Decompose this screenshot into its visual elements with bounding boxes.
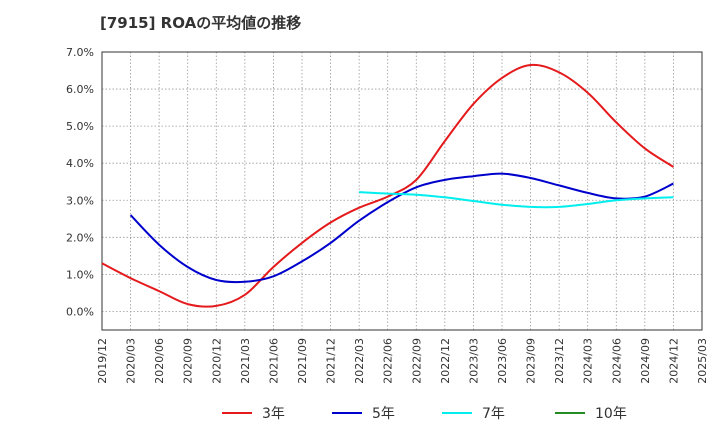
- series-line-0: [101, 63, 674, 308]
- legend-label-1: 5年: [372, 406, 395, 422]
- y-tick-label: 0.0%: [66, 305, 94, 318]
- x-tick-label: 2019/12: [96, 338, 109, 384]
- series-line-2: [359, 191, 674, 209]
- y-tick-label: 3.0%: [66, 194, 94, 207]
- x-tick-label: 2024/06: [610, 338, 623, 384]
- legend-label-0: 3年: [262, 406, 285, 422]
- x-tick-label: 2020/03: [125, 338, 138, 384]
- x-tick-label: 2021/09: [296, 338, 309, 384]
- y-tick-label: 1.0%: [66, 268, 94, 281]
- x-tick-label: 2021/06: [267, 338, 280, 384]
- y-tick-label: 7.0%: [66, 46, 94, 59]
- x-tick-label: 2021/12: [325, 338, 338, 384]
- y-tick-label: 4.0%: [66, 157, 94, 170]
- x-tick-label: 2022/12: [439, 338, 452, 384]
- y-tick-label: 6.0%: [66, 83, 94, 96]
- x-tick-label: 2022/06: [382, 338, 395, 384]
- x-tick-label: 2022/09: [410, 338, 423, 384]
- plot-border: [101, 51, 703, 331]
- y-tick-label: 5.0%: [66, 120, 94, 133]
- x-tick-label: 2022/03: [353, 338, 366, 384]
- x-tick-label: 2024/12: [667, 338, 680, 384]
- x-tick-label: 2024/03: [582, 338, 595, 384]
- x-tick-label: 2020/06: [153, 338, 166, 384]
- legend-label-3: 10年: [595, 406, 627, 422]
- x-tick-label: 2023/03: [467, 338, 480, 384]
- x-tick-label: 2021/03: [239, 338, 252, 384]
- x-tick-label: 2023/12: [553, 338, 566, 384]
- y-tick-label: 2.0%: [66, 231, 94, 244]
- x-tick-label: 2023/09: [525, 338, 538, 384]
- x-tick-label: 2023/06: [496, 338, 509, 384]
- x-tick-label: 2020/09: [182, 338, 195, 384]
- legend-label-2: 7年: [482, 406, 505, 422]
- plot-area: [102, 52, 702, 330]
- x-tick-label: 2024/09: [639, 338, 652, 384]
- x-tick-label: 2020/12: [210, 338, 223, 384]
- x-tick-label: 2025/03: [696, 338, 709, 384]
- chart-title: [7915] ROAの平均値の推移: [100, 14, 302, 32]
